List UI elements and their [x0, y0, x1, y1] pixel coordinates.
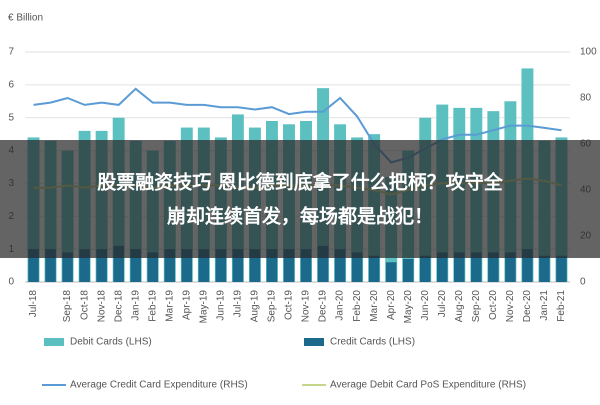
legend-label: Debit Cards (LHS) [70, 337, 152, 348]
x-tick-label: Oct-20 [488, 290, 499, 320]
bar [436, 252, 448, 282]
legend-label: Average Debit Card PoS Expenditure (RHS) [330, 380, 526, 391]
y-axis-label: € Billion [8, 13, 43, 24]
bar [300, 249, 312, 282]
bar [283, 249, 295, 282]
x-tick-label: May-19 [198, 290, 209, 324]
bar [488, 252, 499, 282]
overlay-text: 股票融资技巧 恩比德到底拿了什么把柄？攻守全 [97, 171, 504, 194]
x-tick-label: Feb-21 [556, 290, 567, 322]
bar [96, 249, 107, 282]
x-tick-label: Jul-19 [233, 290, 244, 318]
bar [130, 249, 141, 282]
x-tick-label: Mar-20 [369, 290, 380, 322]
bar [334, 249, 346, 282]
bar [317, 245, 329, 282]
bar [232, 249, 244, 282]
bar [505, 252, 516, 282]
bar [266, 249, 278, 282]
bar [113, 245, 124, 282]
bar [215, 249, 227, 282]
legend-swatch [304, 338, 324, 346]
bar [402, 259, 414, 282]
bar [45, 249, 56, 282]
x-tick-label: May-20 [403, 290, 414, 324]
x-tick-label: Jun-20 [420, 290, 431, 321]
bar [556, 255, 567, 282]
bar [28, 249, 39, 282]
bar [522, 249, 533, 282]
x-tick-label: Apr-20 [386, 290, 397, 320]
x-tick-label: Jan-20 [335, 290, 346, 321]
bar [454, 252, 465, 282]
line [33, 87, 562, 164]
y2-tick-label: 100 [580, 47, 597, 58]
x-tick-label: Sep-20 [471, 290, 482, 323]
bar [181, 249, 193, 282]
y-tick-label: 0 [8, 277, 14, 288]
y-tick-label: 6 [8, 79, 14, 90]
y-tick-label: 5 [8, 112, 14, 123]
x-tick-label: Dec-18 [113, 290, 124, 323]
x-tick-label: Jul-18 [28, 290, 39, 318]
x-tick-label: Sep-19 [267, 290, 278, 323]
bar [471, 252, 482, 282]
x-tick-label: Dec-19 [318, 290, 329, 323]
bar [198, 249, 210, 282]
x-tick-label: Dec-20 [522, 290, 533, 323]
x-tick-label: Nov-18 [96, 290, 107, 323]
bar [79, 249, 90, 282]
x-tick-label: Oct-18 [79, 290, 90, 320]
x-tick-label: Sep-18 [62, 290, 73, 323]
x-tick-label: Jun-19 [216, 290, 227, 321]
x-tick-label: Aug-20 [454, 290, 465, 323]
bar [419, 255, 431, 282]
x-tick-label: Aug-19 [250, 290, 261, 323]
bar [368, 255, 380, 282]
bar [539, 255, 550, 282]
x-tick-label: Nov-19 [301, 290, 312, 323]
x-tick-label: Nov-20 [505, 290, 516, 323]
x-tick-label: Feb-20 [352, 290, 363, 322]
bar [62, 252, 73, 282]
bar [164, 249, 176, 282]
x-tick-label: Jan-19 [130, 290, 141, 321]
y-tick-label: 7 [8, 47, 14, 58]
y2-tick-label: 80 [580, 93, 592, 104]
x-tick-label: Feb-19 [147, 290, 158, 322]
overlay-text: 崩却连续首发，每场都是战犯！ [167, 205, 433, 228]
bar [385, 262, 397, 282]
x-tick-label: Apr-19 [181, 290, 192, 320]
legend-label: Credit Cards (LHS) [330, 337, 415, 348]
x-tick-label: Mar-19 [164, 290, 175, 322]
x-tick-label: Jan-21 [539, 290, 550, 321]
x-tick-label: Oct-19 [284, 290, 295, 320]
legend-label: Average Credit Card Expenditure (RHS) [70, 380, 248, 391]
bar [249, 249, 261, 282]
bar [351, 252, 363, 282]
bar [147, 252, 159, 282]
x-tick-label: Jul-20 [437, 290, 448, 318]
legend-swatch [44, 338, 64, 346]
overlay-banner [0, 140, 600, 258]
y2-tick-label: 0 [580, 277, 586, 288]
